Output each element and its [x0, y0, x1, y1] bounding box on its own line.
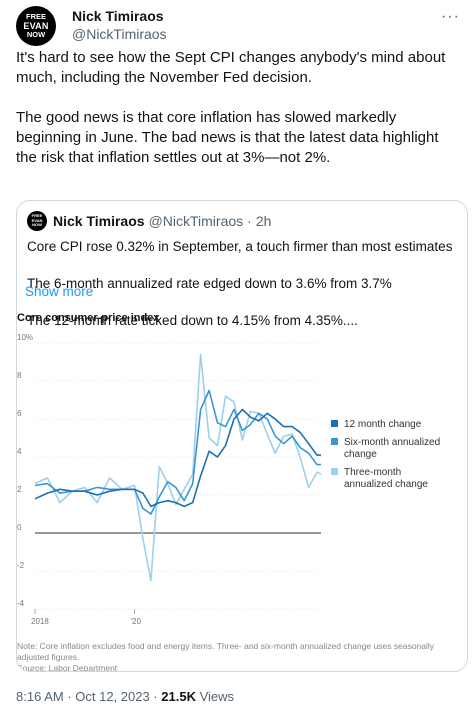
more-horizontal-icon[interactable]: ···	[441, 8, 460, 25]
separator-dot: ·	[247, 213, 252, 229]
series-line	[34, 408, 321, 508]
tweet-paragraph-1: It's hard to see how the Sept CPI change…	[16, 49, 446, 86]
avatar[interactable]: FREE EVAN NOW	[16, 6, 56, 46]
y-tick-label: 4	[17, 447, 22, 456]
quoted-line-1: Core CPI rose 0.32% in September, a touc…	[27, 239, 453, 254]
chart-source: Source: Labor Department	[17, 663, 118, 672]
quoted-line-2: The 6-month annualized rate edged down t…	[27, 276, 392, 291]
avatar-text-3: NOW	[26, 30, 46, 39]
tweet-header: FREE EVAN NOW Nick Timiraos @NickTimirao…	[16, 6, 460, 46]
avatar-text-1: FREE	[25, 12, 46, 21]
chart-note-text: Note: Core inflation excludes food and e…	[17, 641, 435, 662]
legend-label: Six-month annualized change	[344, 437, 440, 460]
views-count: 21.5K	[161, 689, 196, 704]
legend-swatch	[331, 468, 338, 475]
series-line	[34, 389, 321, 515]
y-tick-label: -2	[17, 561, 25, 570]
chart: 10% 8 6 4 2 0 -2 -4 2018 '20 12 month change Six-mo…	[17, 333, 440, 626]
y-tick-label: 6	[17, 409, 22, 418]
views-label: Views	[199, 689, 235, 704]
tweet-timestamp[interactable]: 8:16 AM · Oct 12, 2023 ·	[16, 689, 158, 704]
avatar-text-2: EVAN	[23, 21, 49, 31]
quoted-author-name: Nick Timiraos	[53, 213, 145, 229]
quoted-tweet-body: Core CPI rose 0.32% in September, a touc…	[27, 237, 457, 348]
legend-label: Three-month annualized change	[344, 467, 428, 490]
show-more-link[interactable]: Show more	[25, 284, 94, 299]
y-tick-label: 0	[17, 523, 22, 532]
chart-title: Core consumer-price index	[17, 312, 160, 324]
legend-label: 12 month change	[344, 419, 422, 430]
author-handle[interactable]: @NickTimiraos	[72, 26, 167, 42]
quoted-tweet[interactable]: FREE EVAN NOW Nick Timiraos @NickTimiraos …	[16, 200, 468, 672]
tweet-text: It's hard to see how the Sept CPI change…	[16, 48, 460, 188]
quoted-author-handle: @NickTimiraos	[148, 213, 244, 229]
author-name[interactable]: Nick Timiraos	[72, 8, 164, 24]
series-line	[34, 353, 322, 582]
y-tick-label: 2	[17, 485, 22, 494]
quoted-avatar: FREE EVAN NOW	[27, 211, 47, 231]
x-tick-label: '20	[130, 617, 141, 626]
chart-note: Note: Core inflation excludes food and e…	[17, 641, 457, 672]
tweet-paragraph-2: The good news is that core inflation has…	[16, 109, 439, 166]
y-tick-label: -4	[17, 599, 25, 608]
tweet-meta: 8:16 AM · Oct 12, 2023 · 21.5K Views	[16, 689, 234, 704]
legend-swatch	[331, 438, 338, 445]
quoted-time: 2h	[255, 213, 272, 229]
quoted-line-3: The 12-month rate ticked down to 4.15% f…	[27, 313, 358, 328]
quoted-tweet-header: FREE EVAN NOW Nick Timiraos @NickTimiraos …	[27, 211, 271, 231]
y-tick-label: 8	[17, 371, 22, 380]
y-tick-label: 10%	[17, 333, 33, 342]
legend-swatch	[331, 420, 338, 427]
x-tick-label: 2018	[31, 617, 49, 626]
